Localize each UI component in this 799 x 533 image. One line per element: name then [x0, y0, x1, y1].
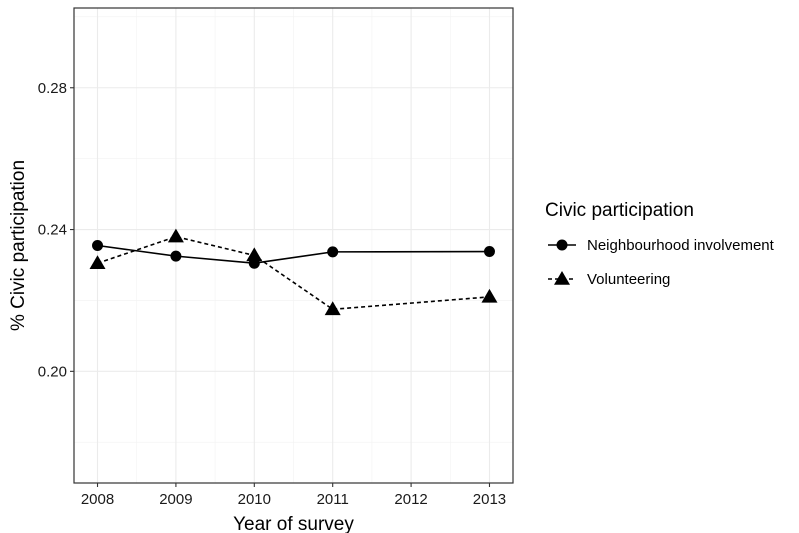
y-tick-label: 0.28: [38, 80, 67, 97]
axis-ticks: 2008 2009 2010 2011 2012 2013 0.20 0.24 0.28: [38, 80, 506, 508]
series-volunteering: [89, 228, 498, 316]
legend-label: Neighbourhood involvement: [587, 237, 775, 254]
x-tick-label: 2013: [473, 491, 506, 508]
y-axis-title: % Civic participation: [8, 160, 29, 331]
legend: Civic participation Neighbourhood involv…: [545, 200, 775, 288]
grid-minor: [74, 8, 513, 483]
data-point-volunteering: [481, 288, 498, 303]
data-point-volunteering: [89, 255, 106, 269]
x-tick-label: 2012: [394, 491, 427, 508]
legend-item-volunteering: Volunteering: [548, 271, 670, 288]
y-tick-label: 0.20: [38, 363, 67, 380]
data-point-neighbourhood-involvement: [483, 246, 495, 258]
legend-key-marker: [556, 239, 568, 251]
plot-panel-border: [73, 7, 514, 484]
data-point-volunteering: [167, 228, 184, 243]
data-point-neighbourhood-involvement: [170, 250, 182, 262]
x-tick-label: 2009: [159, 491, 192, 508]
grid-major: [74, 8, 513, 483]
legend-items: Neighbourhood involvement Volunteering: [548, 237, 775, 288]
y-tick-label: 0.24: [38, 222, 67, 239]
data-point-volunteering: [246, 247, 263, 262]
x-tick-label: 2010: [238, 491, 271, 508]
data-point-neighbourhood-involvement: [327, 246, 339, 258]
legend-item-neighbourhood-involvement: Neighbourhood involvement: [548, 237, 775, 254]
x-tick-label: 2011: [317, 491, 349, 508]
x-tick-label: 2008: [81, 491, 114, 508]
legend-title: Civic participation: [545, 200, 694, 221]
legend-key-marker: [554, 271, 570, 285]
data-point-neighbourhood-involvement: [92, 240, 104, 251]
series-layer: [89, 228, 498, 316]
data-point-volunteering: [324, 301, 341, 316]
x-axis-title: Year of survey: [233, 514, 354, 533]
legend-label: Volunteering: [587, 271, 670, 288]
